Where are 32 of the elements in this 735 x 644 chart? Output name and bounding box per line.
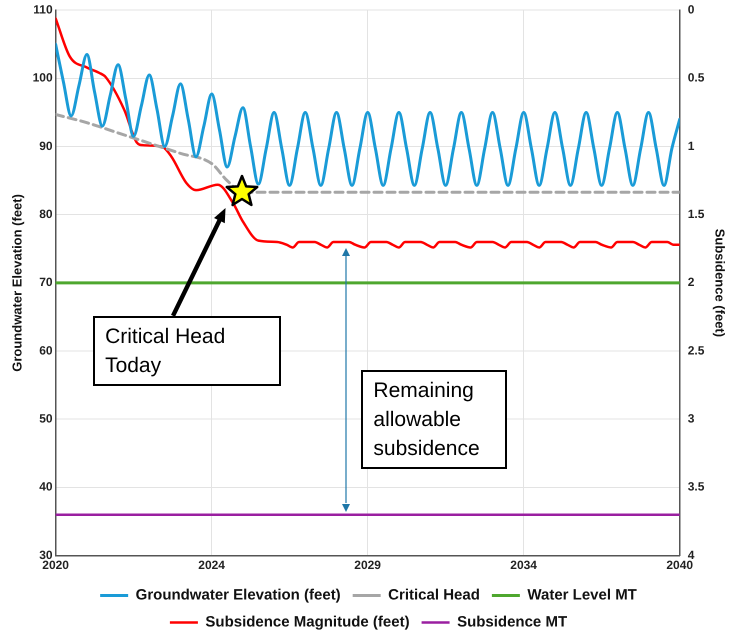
text-box: Critical Head Today — [93, 316, 282, 386]
legend-label: Subsidence Magnitude (feet) — [205, 614, 410, 631]
line-series — [56, 17, 680, 249]
x-tick-label: 2034 — [510, 558, 538, 572]
annotation: Remaining allowable subsidence — [373, 379, 480, 460]
y-tick-label: 90 — [39, 138, 53, 153]
y-tick-label: 40 — [39, 480, 53, 494]
y-tick-label: 50 — [39, 412, 53, 426]
y2-tick-label: 2.5 — [688, 343, 705, 358]
x-tick-label: 2024 — [198, 558, 226, 572]
y-tick-label: 110 — [33, 2, 53, 17]
legend-label: Critical Head — [388, 586, 480, 604]
y2-tick-label: 1 — [688, 138, 695, 153]
y2-tick-label: 1.5 — [688, 207, 705, 222]
legend-label: Water Level MT — [527, 586, 637, 604]
legend-label: Groundwater Elevation (feet) — [136, 586, 341, 604]
y2-tick-label: 2 — [688, 275, 695, 290]
y-axis-title: Groundwater Elevation (feet) — [9, 194, 24, 372]
y-tick-label: 80 — [39, 207, 53, 222]
y2-tick-label: 0 — [688, 2, 695, 17]
y-tick-label: 70 — [39, 275, 53, 290]
y-tick-label: 60 — [39, 343, 53, 358]
y2-tick-label: 3.5 — [688, 480, 705, 494]
annotation: Critical Head Today — [105, 324, 226, 377]
y-tick-label: 100 — [32, 70, 53, 85]
line-series — [56, 42, 680, 187]
x-tick-label: 2029 — [354, 558, 382, 572]
y2-tick-label: 3 — [688, 412, 695, 426]
legend-label: Subsidence MT — [457, 614, 568, 631]
y2-axis-title: Subsidence (feet) — [712, 228, 728, 338]
text-box: Remaining allowable subsidence — [361, 370, 508, 470]
y2-tick-label: 0.5 — [688, 70, 705, 85]
